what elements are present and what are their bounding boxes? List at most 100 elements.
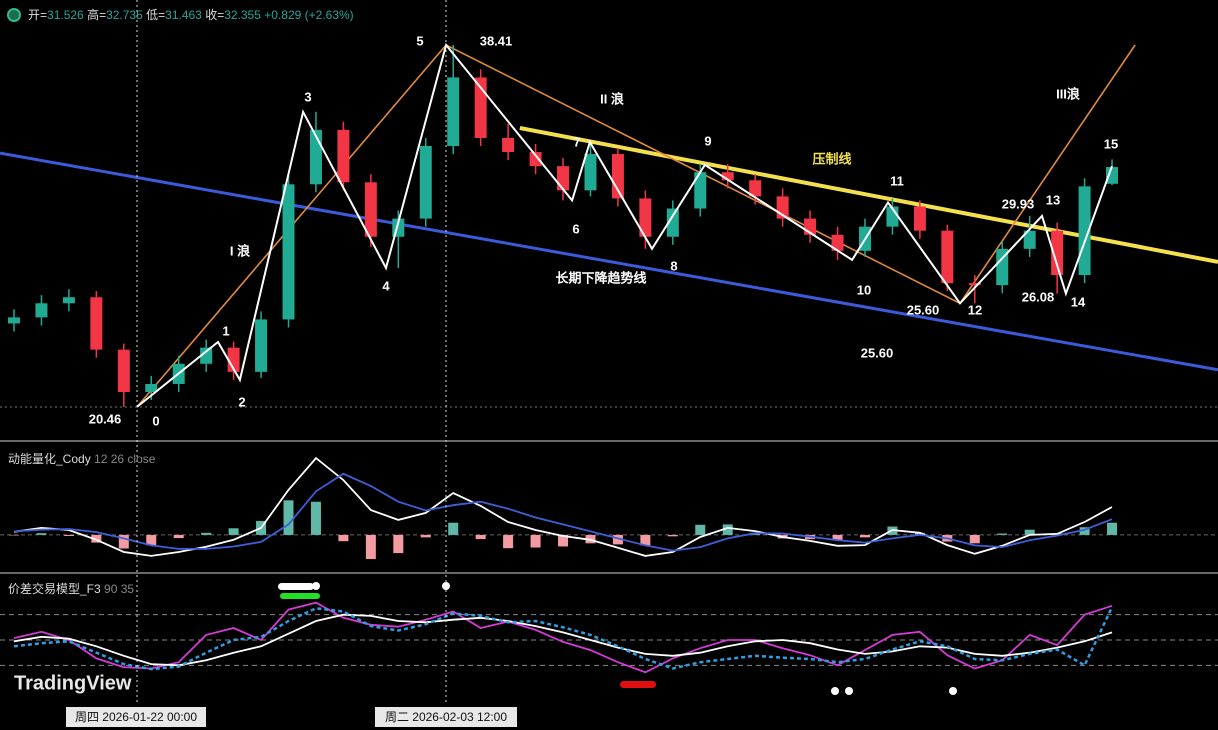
candle-body — [694, 172, 707, 209]
indicator-name: 价差交易模型_F3 — [8, 581, 101, 596]
wave-annotation: II 浪 — [600, 91, 624, 106]
wave-label: 13 — [1046, 192, 1060, 207]
signal-marker — [280, 593, 320, 599]
histogram-bar — [475, 534, 486, 540]
candle-body — [639, 198, 652, 237]
signal-marker — [278, 583, 314, 590]
candle-body — [447, 77, 460, 146]
ohlc-header: 开=31.526 高=32.735 低=31.463 收=32.355 +0.8… — [28, 7, 354, 22]
candle-body — [282, 184, 295, 320]
ohlc-name: 低= — [146, 8, 165, 22]
candle-body — [364, 182, 377, 237]
indicator-params: 12 26 close — [94, 452, 156, 466]
wave-label: 14 — [1071, 294, 1086, 309]
candle-body — [1051, 230, 1064, 276]
signal-marker — [949, 687, 957, 695]
wave-label: 6 — [572, 221, 579, 236]
wave-label: 0 — [152, 413, 159, 428]
signal-marker — [312, 582, 320, 590]
histogram-bar — [338, 534, 349, 542]
candle-body — [913, 206, 926, 231]
wave-label: 12 — [968, 302, 982, 317]
candle-body — [1023, 230, 1036, 249]
histogram-bar — [36, 533, 47, 535]
change-percent: (+2.63%) — [305, 8, 354, 22]
price-label: 25.60 — [861, 345, 894, 360]
candle-body — [145, 383, 158, 393]
histogram-bar — [969, 534, 980, 544]
histogram-bar — [173, 534, 184, 539]
candle-body — [117, 349, 130, 393]
histogram-bar — [722, 524, 733, 535]
histogram-bar — [612, 534, 623, 545]
price-label: 29.93 — [1002, 196, 1035, 211]
candle-body — [666, 208, 679, 237]
price-label: 25.60 — [907, 302, 940, 317]
histogram-bar — [1079, 527, 1090, 535]
ohlc-name: 收= — [205, 8, 224, 22]
wave-annotation: I 浪 — [230, 243, 250, 258]
histogram-bar — [640, 534, 651, 546]
candle-body — [529, 152, 542, 167]
histogram-bar — [503, 534, 514, 549]
indicator-params: 90 35 — [104, 582, 134, 596]
histogram-bar — [695, 524, 706, 535]
indicator-line — [13, 601, 1113, 674]
histogram-bar — [859, 534, 870, 538]
wave-label: 11 — [890, 173, 904, 188]
wave-label: 15 — [1104, 136, 1118, 151]
signal-marker — [845, 687, 853, 695]
wave-label: 9 — [704, 133, 711, 148]
histogram-bar — [448, 522, 459, 535]
trend-line — [519, 126, 1218, 264]
signal-marker — [831, 687, 839, 695]
histogram-bar — [832, 534, 843, 541]
indicator-line — [13, 472, 1113, 552]
candle-body — [35, 303, 48, 318]
ohlc-value: 32.355 — [224, 8, 261, 22]
indicator-line — [13, 606, 1114, 671]
time-label: 周四 2026-01-22 00:00 — [75, 710, 197, 724]
candle-body — [749, 180, 762, 197]
ohlc-value: 31.463 — [165, 8, 202, 22]
wave-label: 7 — [573, 134, 580, 149]
indicator-line — [13, 613, 1113, 667]
time-label: 周二 2026-02-03 12:00 — [385, 710, 507, 724]
indicator-name: 动能量化_Cody — [8, 452, 91, 466]
ohlc-value: 31.526 — [47, 8, 84, 22]
histogram-bar — [9, 534, 19, 536]
wave-label: 3 — [304, 89, 311, 104]
wave-line — [136, 42, 1113, 408]
candle-body — [419, 145, 432, 219]
candle-body — [337, 129, 350, 183]
wave-label: 1 — [222, 323, 229, 338]
histogram-bar — [91, 534, 102, 543]
plot-layer — [0, 42, 1218, 674]
candle-body — [200, 347, 213, 364]
histogram-bar — [201, 532, 212, 535]
ohlc-name: 开= — [28, 8, 47, 22]
histogram-bar — [228, 528, 239, 535]
indicator-title: 价差交易模型_F3 90 35 — [8, 581, 134, 596]
histogram-bar — [558, 534, 569, 547]
trend-line-name: 长期下降趋势线 — [555, 270, 646, 285]
candle-body — [831, 234, 844, 251]
signal-marker — [442, 582, 450, 590]
price-label: 20.46 — [89, 411, 122, 426]
price-label: 26.08 — [1022, 289, 1055, 304]
histogram-bar — [365, 534, 376, 560]
signal-markers — [278, 582, 957, 695]
histogram-bar — [420, 534, 431, 538]
indicator-title: 动能量化_Cody 12 26 close — [8, 452, 156, 466]
status-icon — [7, 8, 21, 22]
watermark: TradingView — [14, 672, 132, 694]
candle-body — [611, 154, 624, 199]
ohlc-value: 32.735 — [106, 8, 143, 22]
candle-body — [557, 166, 570, 191]
wave-label: 4 — [382, 278, 390, 293]
histogram-bar — [667, 534, 678, 537]
candle-body — [8, 317, 20, 324]
candle-body — [941, 230, 954, 284]
histogram-bar — [63, 534, 74, 536]
candle-body — [584, 154, 597, 191]
